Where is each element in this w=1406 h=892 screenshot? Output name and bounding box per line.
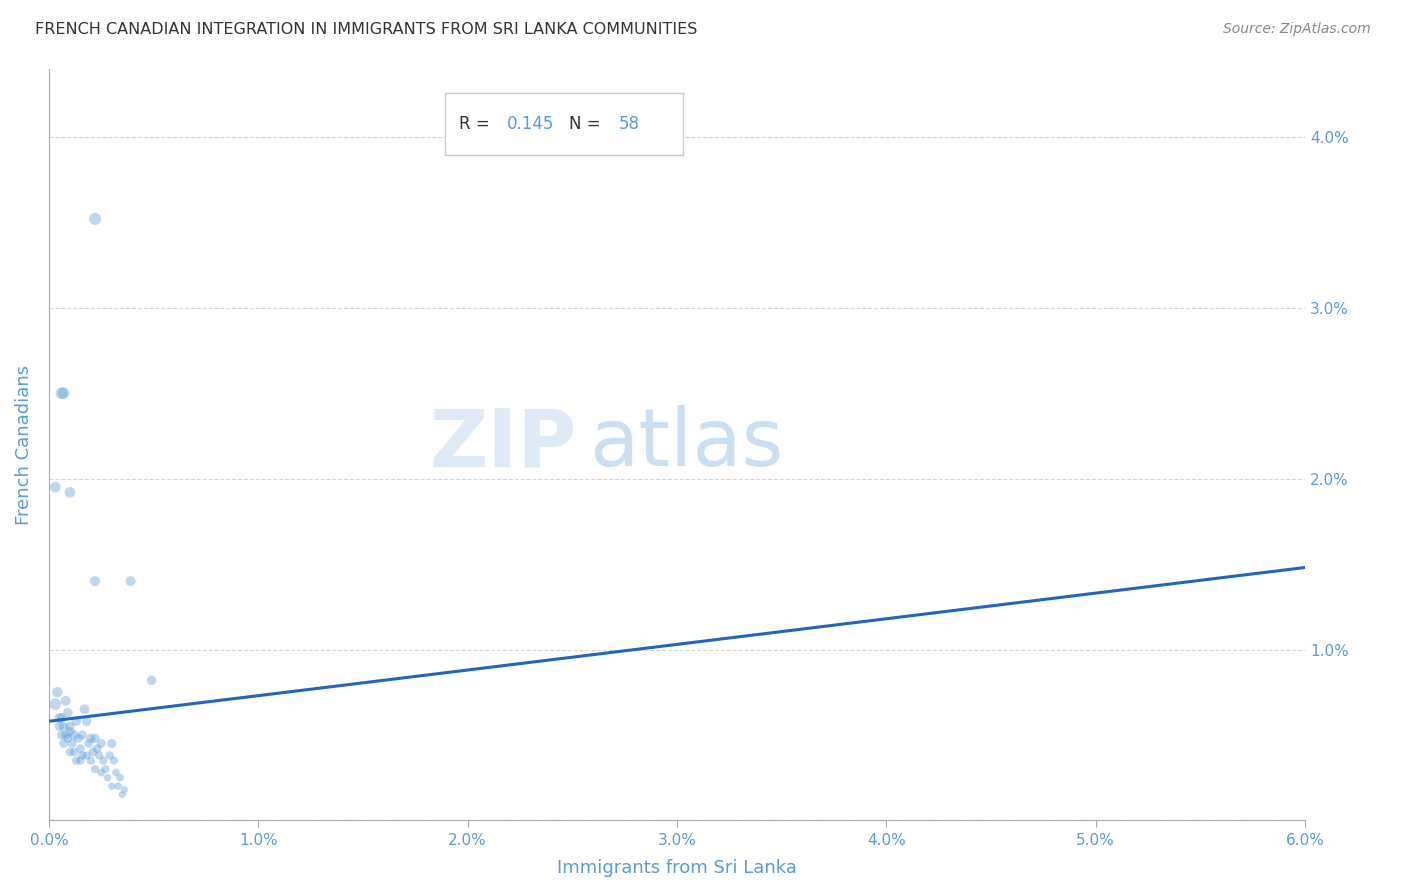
Point — [94, 762, 117, 776]
Point — [59, 485, 82, 500]
Point — [101, 779, 124, 793]
Point — [84, 574, 107, 589]
Point — [51, 386, 73, 401]
Point — [69, 754, 91, 768]
Point — [48, 711, 70, 725]
Point — [44, 480, 66, 494]
Point — [89, 748, 111, 763]
Point — [55, 728, 77, 742]
Point — [98, 748, 121, 763]
Point — [73, 702, 96, 716]
Point — [104, 765, 127, 780]
Point — [51, 728, 73, 742]
Y-axis label: French Canadians: French Canadians — [15, 365, 32, 524]
Point — [76, 748, 98, 763]
Point — [59, 724, 82, 739]
Point — [84, 211, 107, 226]
Point — [80, 731, 103, 746]
Point — [101, 737, 124, 751]
Text: Source: ZipAtlas.com: Source: ZipAtlas.com — [1223, 22, 1371, 37]
Point — [52, 719, 75, 733]
Point — [59, 719, 82, 733]
Point — [56, 731, 79, 746]
Point — [63, 728, 86, 742]
Point — [141, 673, 163, 688]
Point — [46, 685, 69, 699]
Point — [77, 737, 100, 751]
Point — [82, 745, 104, 759]
Point — [120, 574, 142, 589]
Point — [44, 697, 66, 711]
Point — [90, 765, 112, 780]
Point — [84, 731, 107, 746]
Point — [67, 731, 90, 746]
Point — [52, 737, 75, 751]
Point — [65, 714, 87, 729]
Point — [107, 779, 129, 793]
Point — [112, 782, 135, 797]
Point — [60, 737, 83, 751]
Point — [59, 745, 82, 759]
Text: atlas: atlas — [589, 406, 783, 483]
X-axis label: Immigrants from Sri Lanka: Immigrants from Sri Lanka — [557, 859, 797, 877]
Point — [97, 771, 120, 785]
Point — [69, 741, 91, 756]
Point — [72, 748, 94, 763]
Point — [48, 719, 70, 733]
Point — [84, 762, 107, 776]
Point — [56, 706, 79, 720]
Point — [90, 737, 112, 751]
Point — [63, 745, 86, 759]
Point — [76, 714, 98, 729]
Point — [93, 754, 115, 768]
Point — [52, 386, 75, 401]
Point — [72, 728, 94, 742]
Point — [103, 754, 125, 768]
Point — [108, 771, 131, 785]
Point — [51, 711, 73, 725]
Point — [86, 741, 108, 756]
Point — [80, 754, 103, 768]
Point — [111, 788, 134, 802]
Point — [55, 694, 77, 708]
Text: FRENCH CANADIAN INTEGRATION IN IMMIGRANTS FROM SRI LANKA COMMUNITIES: FRENCH CANADIAN INTEGRATION IN IMMIGRANT… — [35, 22, 697, 37]
Text: ZIP: ZIP — [429, 406, 576, 483]
Point — [65, 754, 87, 768]
